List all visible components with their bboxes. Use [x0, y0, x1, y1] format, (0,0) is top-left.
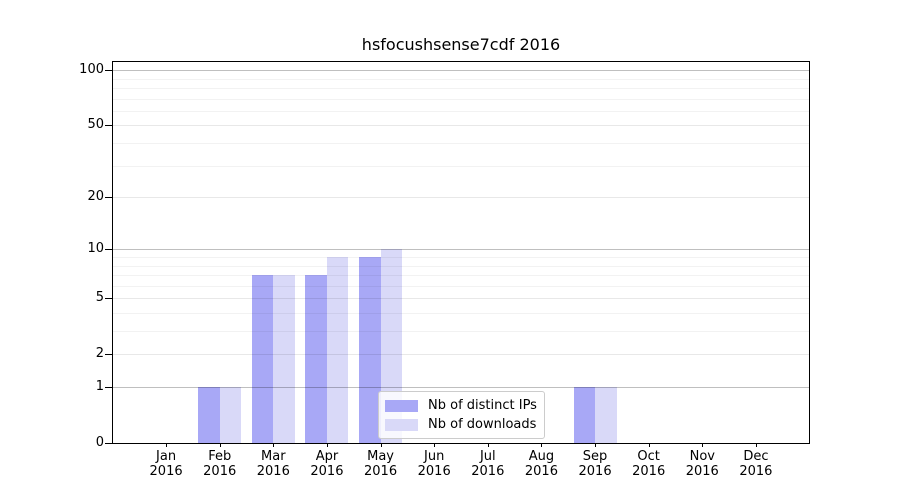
legend: Nb of distinct IPs Nb of downloads — [378, 391, 545, 439]
gridline-minor — [113, 78, 809, 80]
y-tick-mark — [105, 298, 112, 300]
x-tick-mark — [219, 443, 221, 447]
y-tick-mark — [105, 387, 112, 388]
legend-label-distinct-ips: Nb of distinct IPs — [428, 397, 537, 413]
y-tick-mark — [105, 443, 112, 444]
y-tick-label: 10 — [87, 241, 104, 257]
legend-item-distinct-ips: Nb of distinct IPs — [385, 396, 538, 415]
bar-downloads — [595, 387, 617, 443]
bar-downloads — [219, 387, 242, 443]
gridline-minor — [113, 143, 809, 145]
x-tick-label: May 2016 — [364, 449, 398, 479]
x-tick-mark — [541, 443, 543, 447]
legend-item-downloads: Nb of downloads — [385, 415, 538, 434]
bar-distinct-ips — [359, 257, 381, 443]
plot-area: Nb of distinct IPs Nb of downloads — [112, 61, 810, 444]
x-tick-label: Mar 2016 — [256, 449, 290, 479]
gridline — [113, 125, 809, 127]
legend-swatch-distinct-ips — [385, 399, 418, 412]
bar-downloads — [326, 257, 349, 443]
gridline — [113, 298, 809, 300]
gridline-minor — [113, 88, 809, 90]
y-tick-mark — [105, 354, 112, 356]
gridline-minor — [113, 98, 809, 100]
y-tick-label: 50 — [87, 117, 104, 133]
x-tick-mark — [166, 443, 168, 447]
y-tick-label: 5 — [95, 290, 104, 306]
legend-swatch-downloads — [385, 418, 418, 431]
gridline-major — [113, 249, 809, 251]
gridline-major — [113, 387, 809, 388]
x-tick-mark — [648, 443, 650, 447]
chart-title: hsfocushsense7cdf 2016 — [361, 35, 561, 54]
bar-distinct-ips — [305, 275, 327, 443]
x-tick-mark — [326, 443, 328, 447]
gridline-minor — [113, 257, 809, 258]
x-tick-mark — [434, 443, 436, 447]
bars-layer — [113, 62, 809, 443]
x-tick-mark — [755, 443, 757, 447]
y-tick-mark — [105, 197, 112, 199]
y-tick-label: 1 — [95, 379, 104, 394]
bar-downloads — [273, 275, 295, 443]
x-tick-mark — [487, 443, 489, 447]
y-tick-label: 2 — [95, 346, 104, 362]
x-tick-label: Jul 2016 — [471, 449, 505, 479]
x-tick-label: Nov 2016 — [685, 449, 719, 479]
x-tick-label: Feb 2016 — [203, 449, 237, 479]
x-tick-mark — [273, 443, 275, 447]
x-tick-label: Apr 2016 — [310, 449, 344, 479]
x-tick-mark — [380, 443, 382, 447]
x-tick-mark — [702, 443, 704, 447]
x-tick-label: Dec 2016 — [739, 449, 773, 479]
bar-distinct-ips — [251, 275, 274, 443]
y-tick-mark — [105, 249, 112, 251]
x-tick-mark — [595, 443, 597, 447]
y-tick-mark — [105, 70, 112, 72]
y-tick-mark — [105, 125, 112, 127]
gridline-minor — [113, 285, 809, 287]
gridline-major — [113, 70, 809, 72]
x-tick-label: Sep 2016 — [578, 449, 612, 479]
bar-distinct-ips — [573, 387, 596, 443]
gridline-minor — [113, 110, 809, 112]
x-tick-label: Aug 2016 — [524, 449, 558, 479]
gridline-minor — [113, 275, 809, 277]
legend-label-downloads: Nb of downloads — [428, 416, 537, 432]
gridline-minor — [113, 312, 809, 314]
x-tick-label: Jan 2016 — [149, 449, 183, 479]
x-tick-label: Jun 2016 — [417, 449, 451, 479]
gridline — [113, 197, 809, 199]
y-tick-label: 20 — [87, 189, 104, 205]
gridline-minor — [113, 331, 809, 333]
grid-layer — [113, 62, 809, 443]
gridline — [113, 354, 809, 356]
y-tick-label: 100 — [79, 62, 104, 78]
gridline-minor — [113, 265, 809, 267]
bar-distinct-ips — [198, 387, 220, 443]
gridline-minor — [113, 165, 809, 167]
y-tick-label: 0 — [95, 435, 104, 450]
x-tick-label: Oct 2016 — [632, 449, 666, 479]
